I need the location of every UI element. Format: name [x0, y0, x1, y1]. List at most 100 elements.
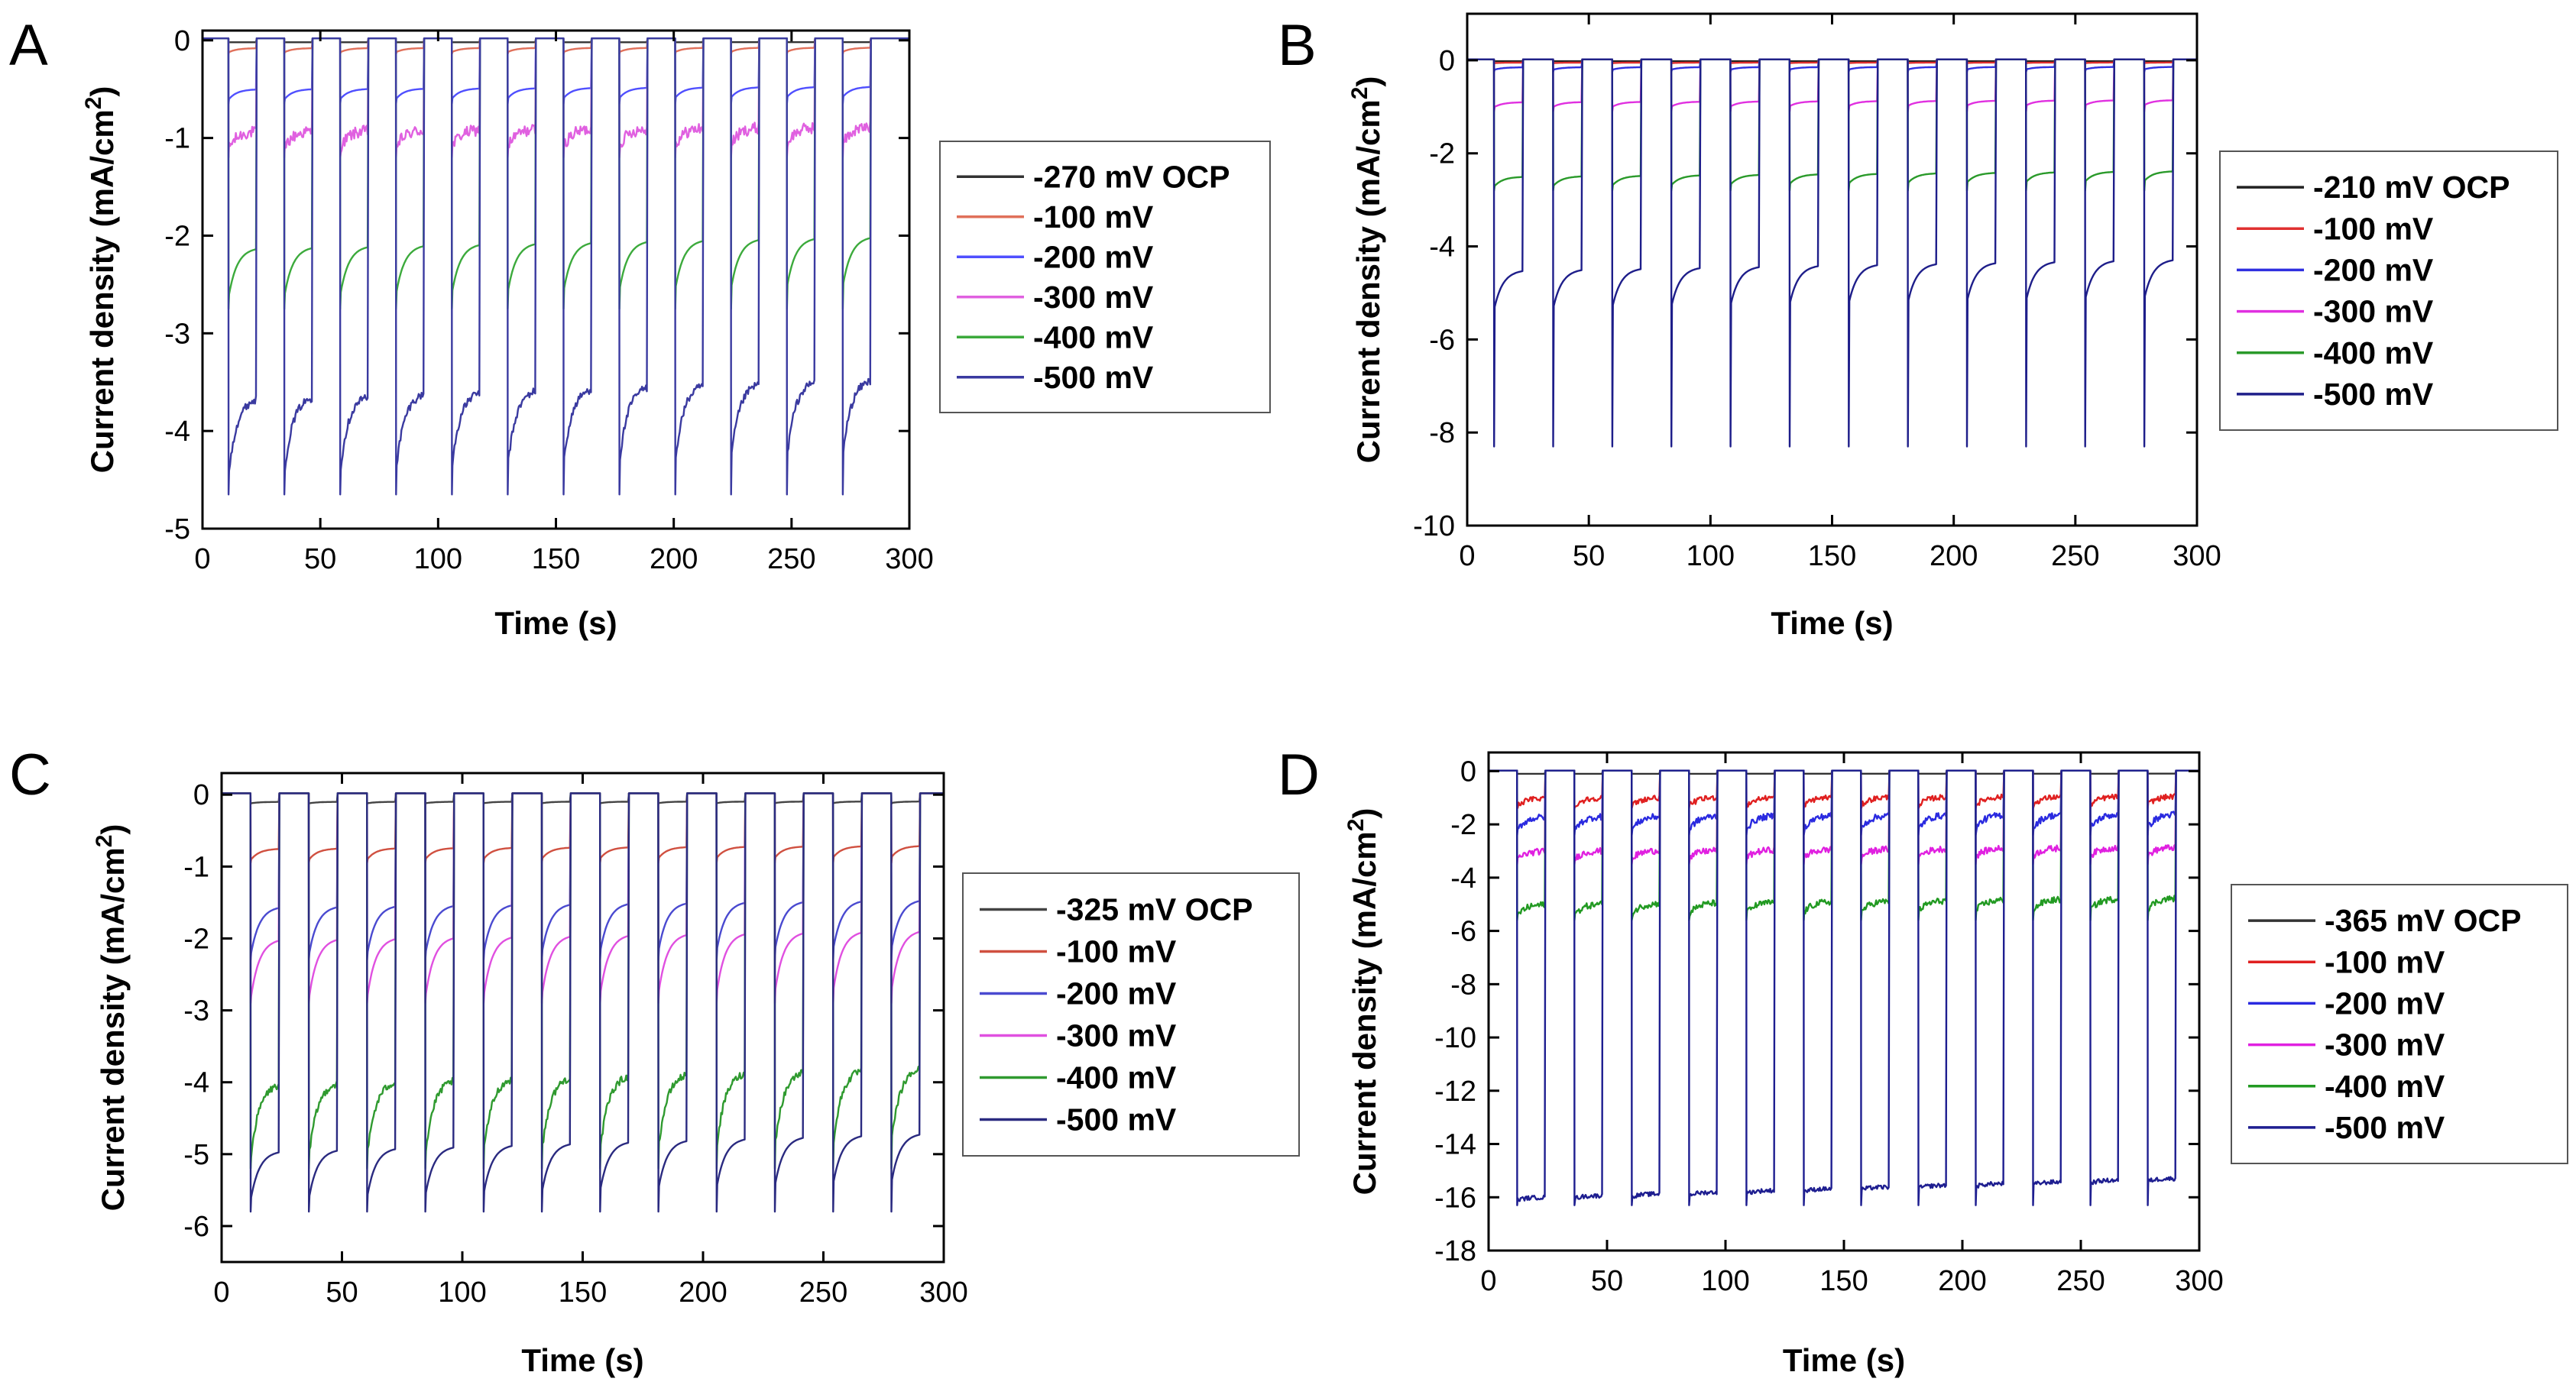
- x-tick-label: 50: [304, 543, 336, 575]
- y-axis-label-main: Current density (mA/cm: [1346, 831, 1382, 1195]
- legend-label: -100 mV: [1033, 199, 1154, 235]
- y-axis-label: Current density (mA/cm2): [92, 824, 131, 1212]
- y-tick-label: -2: [1429, 138, 1455, 170]
- y-tick-label: -6: [1429, 324, 1455, 356]
- y-tick-label: -4: [183, 1067, 209, 1099]
- x-tick-label: 300: [919, 1277, 967, 1309]
- y-tick-label: -16: [1434, 1182, 1476, 1214]
- legend-box: [2231, 884, 2568, 1164]
- y-axis-label: Current density (mA/cm2): [1343, 808, 1382, 1196]
- legend-label: -270 mV OCP: [1033, 159, 1230, 194]
- y-tick-label: -2: [1450, 809, 1476, 841]
- legend-label: -300 mV: [1056, 1018, 1177, 1053]
- y-tick-label: -1: [164, 123, 190, 155]
- x-tick-label: 300: [2175, 1265, 2223, 1297]
- y-axis-label-main: Current density (mA/cm: [84, 109, 120, 473]
- series-group: [1467, 58, 2197, 448]
- x-tick-label: 100: [414, 543, 462, 575]
- y-tick-label: -4: [1450, 862, 1476, 895]
- panel-letter: C: [9, 743, 51, 807]
- y-axis-label-end: ): [84, 86, 120, 97]
- series-line-5: [1467, 58, 2197, 448]
- y-axis-label-main: Current density (mA/cm: [95, 847, 131, 1211]
- y-tick-label: 0: [193, 779, 209, 811]
- y-tick-label: -2: [183, 923, 209, 955]
- legend-label: -500 mV: [1056, 1102, 1177, 1137]
- legend-label: -400 mV: [1033, 319, 1154, 354]
- x-axis-label: Time (s): [494, 605, 617, 641]
- y-tick-label: -6: [183, 1211, 209, 1243]
- y-tick-label: -6: [1450, 916, 1476, 948]
- y-tick-label: 0: [1439, 45, 1455, 77]
- panel-d: D 0 50 100 150 200 250 300 0 -2 -4 -6 -8 -10 -12 -14 -16…: [1278, 743, 2568, 1378]
- x-tick-label: 50: [1591, 1265, 1623, 1297]
- y-tick-label: 0: [1460, 756, 1476, 788]
- legend-label: -200 mV: [1056, 976, 1177, 1011]
- legend-label: -300 mV: [2325, 1027, 2445, 1063]
- x-tick-label: 0: [213, 1277, 229, 1309]
- x-tick-label: 200: [650, 543, 698, 575]
- y-axis-label-sup: 2: [92, 835, 117, 848]
- legend-label: -200 mV: [1033, 239, 1154, 274]
- x-tick-label: 250: [799, 1277, 847, 1309]
- x-tick-label: 150: [1819, 1265, 1868, 1297]
- x-axis-label: Time (s): [1783, 1342, 1905, 1378]
- legend-label: -210 mV OCP: [2313, 170, 2510, 205]
- series-group: [1489, 769, 2199, 1206]
- y-tick-label: -18: [1434, 1235, 1476, 1267]
- y-axis-label-sup: 2: [1343, 819, 1369, 832]
- x-axis-label: Time (s): [521, 1342, 643, 1378]
- x-tick-label: 200: [679, 1277, 727, 1309]
- y-tick-label: -5: [164, 513, 190, 545]
- x-tick-label: 250: [2051, 540, 2099, 572]
- y-tick-label: -5: [183, 1139, 209, 1171]
- y-axis-label: Current density (mA/cm2): [81, 86, 120, 474]
- y-tick-label: -12: [1434, 1076, 1476, 1108]
- y-axis-label-end: ): [1346, 808, 1382, 819]
- y-tick-label: -8: [1450, 969, 1476, 1001]
- x-tick-label: 0: [194, 543, 210, 575]
- x-tick-label: 50: [326, 1277, 358, 1309]
- y-tick-label: -10: [1413, 510, 1455, 542]
- y-tick-label: -2: [164, 220, 190, 252]
- x-tick-label: 250: [767, 543, 815, 575]
- panel-letter: B: [1278, 13, 1317, 78]
- y-tick-label: -8: [1429, 417, 1455, 449]
- y-tick-label: -4: [164, 416, 190, 448]
- legend-box: [939, 141, 1271, 413]
- legend-label: -325 mV OCP: [1056, 892, 1253, 927]
- x-tick-label: 0: [1459, 540, 1475, 572]
- x-tick-label: 100: [438, 1277, 486, 1309]
- x-tick-label: 150: [1808, 540, 1856, 572]
- legend-label: -400 mV: [2313, 335, 2434, 371]
- y-tick-label: -3: [183, 995, 209, 1027]
- x-tick-label: 300: [885, 543, 933, 575]
- x-tick-label: 0: [1480, 1265, 1496, 1297]
- legend-label: -100 mV: [1056, 934, 1177, 969]
- panel-b: B 0 50 100 150 200 250 300 0 -2 -4 -6 -8 -10 Time (s) C…: [1278, 12, 2558, 641]
- legend-label: -200 mV: [2313, 252, 2434, 287]
- legend-label: -500 mV: [2325, 1110, 2445, 1145]
- x-tick-label: 150: [532, 543, 580, 575]
- x-tick-label: 250: [2056, 1265, 2105, 1297]
- panel-c: C 0 50 100 150 200 250 300 0 -1 -2 -3 -4 -5 -6 Time (s)…: [9, 743, 1300, 1378]
- y-axis-label-sup: 2: [1347, 87, 1372, 100]
- y-tick-label: -1: [183, 851, 209, 883]
- legend-label: -200 mV: [2325, 985, 2445, 1021]
- y-axis-label-main: Current density (mA/cm: [1350, 99, 1386, 463]
- y-tick-label: -4: [1429, 231, 1455, 264]
- y-axis-label: Current density (mA/cm2): [1347, 76, 1386, 464]
- legend-label: -500 mV: [2313, 377, 2434, 412]
- legend-label: -300 mV: [2313, 294, 2434, 329]
- x-tick-label: 50: [1573, 540, 1605, 572]
- legend-box: [962, 872, 1300, 1157]
- series-line-5: [203, 37, 909, 496]
- y-axis-label-end: ): [95, 824, 131, 835]
- legend-label: -400 mV: [1056, 1060, 1177, 1095]
- panel-a: A 0 50 100 150 200 250 300 0 -1 -2 -3 -4 -5 Time (s) Cu…: [9, 13, 1271, 641]
- series-group: [203, 37, 909, 496]
- y-tick-label: -3: [164, 318, 190, 350]
- panel-letter: D: [1278, 743, 1320, 807]
